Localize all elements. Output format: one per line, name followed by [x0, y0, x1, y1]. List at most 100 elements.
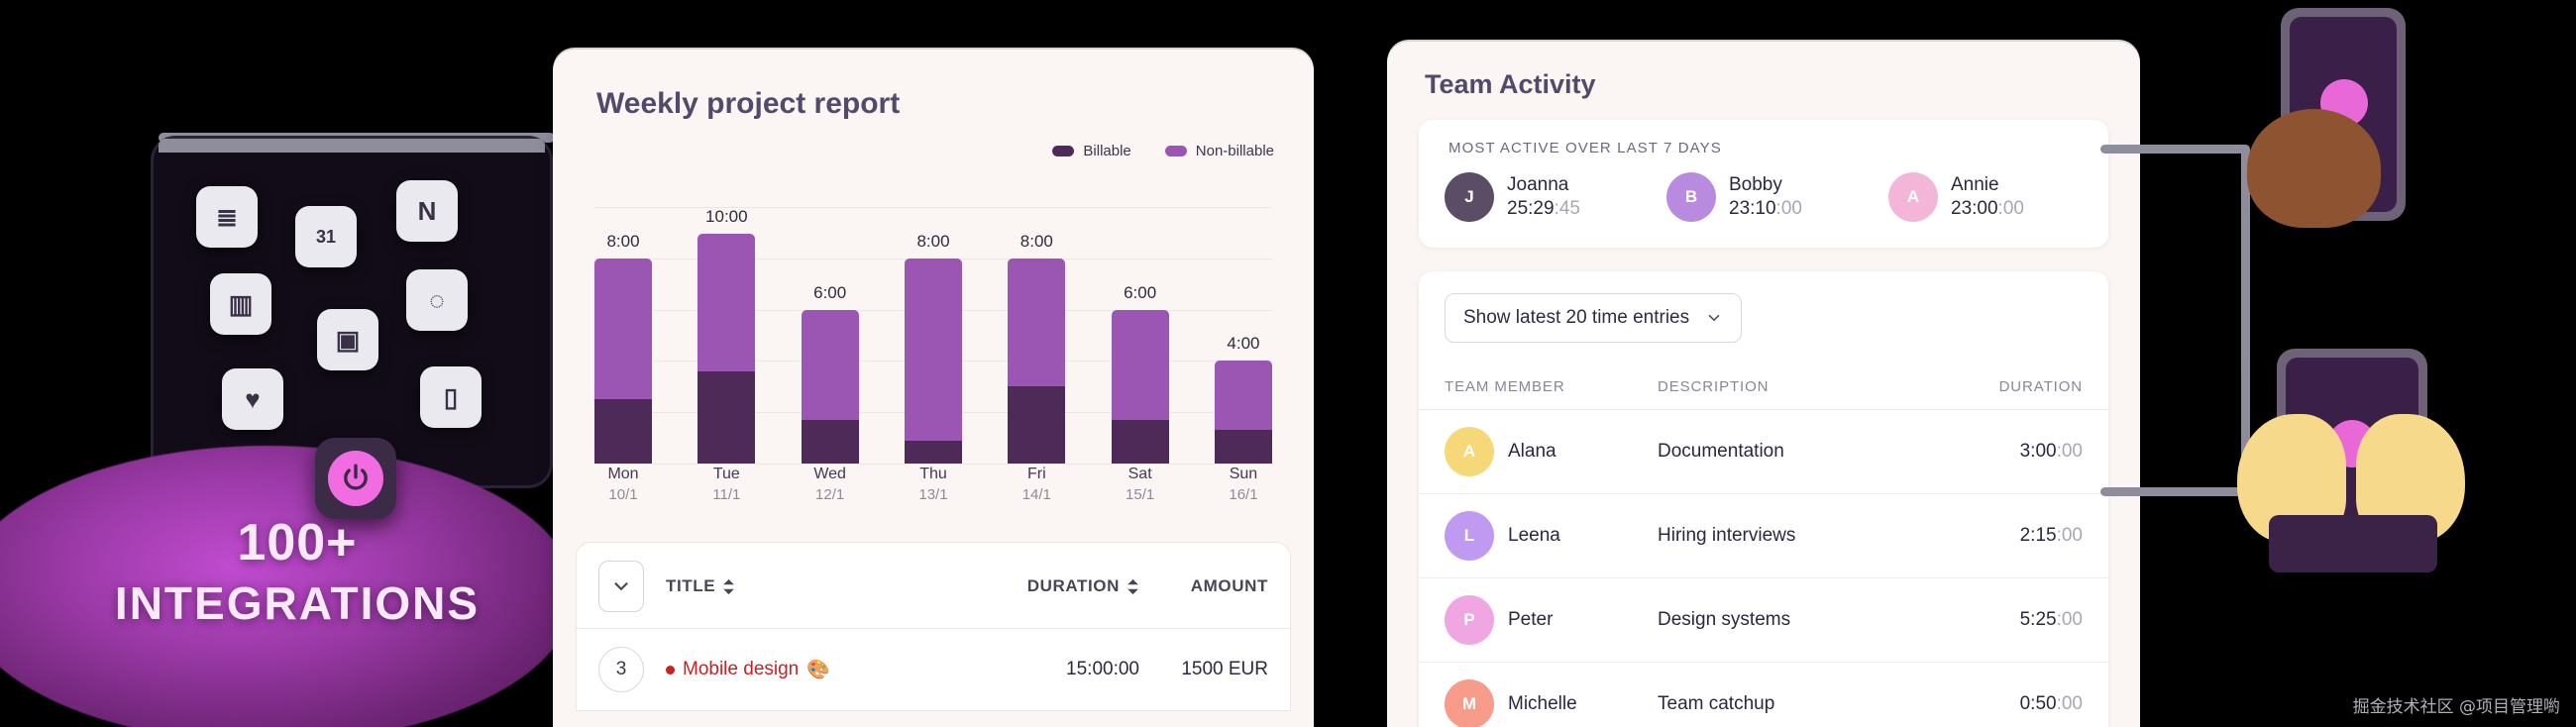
column-header-amount[interactable]: AMOUNT	[1139, 576, 1268, 596]
row-amount: 1500 EUR	[1181, 659, 1268, 679]
weekly-bar-chart: 8:00 10:00 6:00 8:00 8:00 6:00 4:00 Mon 10/1 Tue…	[594, 173, 1272, 515]
brand-badge[interactable]	[315, 438, 396, 519]
person-name: Annie	[1951, 174, 1999, 195]
x-axis-day: Mon	[607, 466, 639, 482]
entry-duration: 5:25:00	[2019, 609, 2083, 630]
avatar: L	[1445, 511, 1494, 561]
most-active-person[interactable]: A Annie 23:00:00	[1888, 172, 2083, 222]
column-header-team-member[interactable]: TEAM MEMBER	[1445, 378, 1565, 395]
person-total-time: 23:00:00	[1951, 198, 2024, 219]
legend-item-billable[interactable]: Billable	[1052, 143, 1131, 159]
time-entries-panel: Show latest 20 time entries TEAM MEMBER …	[1419, 271, 2108, 727]
chart-x-axis-labels: Mon 10/1 Tue 11/1 Wed 12/1 Thu 13/1 Fri 14/1 Sat 15…	[594, 466, 1272, 515]
entry-duration: 2:15:00	[2019, 525, 2083, 546]
table-row[interactable]: 3 Mobile design 🎨 15:00:00 1500 EUR	[577, 628, 1290, 710]
watermark: 掘金技术社区 @项目管理喲	[2352, 697, 2560, 717]
integrations-illustration: ≣ 31 N ▥ ▣ ◌ ♥ ▯ 100+ INTEGRATIONS	[0, 0, 594, 727]
person-total-time: 25:29:45	[1507, 198, 1580, 219]
list-item[interactable]: M Michelle Team catchup 0:50:00	[1419, 663, 2108, 727]
gridline	[594, 207, 1272, 208]
entry-member: P Peter	[1445, 595, 1658, 645]
table-header-row: TITLE DURATION AMOUNT	[577, 543, 1290, 628]
connector-wire-lower	[2100, 487, 2249, 496]
bar-column[interactable]: 8:00	[904, 207, 962, 464]
entry-member: M Michelle	[1445, 679, 1658, 727]
bar-column[interactable]: 10:00	[698, 207, 756, 464]
legend-item-non-billable[interactable]: Non-billable	[1164, 143, 1274, 159]
bar-stack[interactable]	[904, 258, 962, 464]
x-axis-label: Mon 10/1	[594, 466, 652, 515]
bar-segment-non-billable	[904, 258, 962, 441]
table-body: 3 Mobile design 🎨 15:00:00 1500 EUR	[577, 628, 1290, 710]
x-axis-date: 10/1	[608, 486, 638, 503]
chevron-down-icon	[614, 582, 628, 591]
list-item[interactable]: P Peter Design systems 5:25:00	[1419, 578, 2108, 663]
column-header-entry-duration[interactable]: DURATION	[1998, 378, 2083, 395]
most-active-person[interactable]: J Joanna 25:29:45	[1445, 172, 1639, 222]
cube-icon[interactable]: ▣	[317, 309, 378, 370]
row-title-label: Mobile design	[683, 659, 800, 679]
column-header-amount-label: AMOUNT	[1190, 576, 1268, 595]
bar-value-label: 8:00	[606, 231, 640, 251]
entries-header-row: TEAM MEMBER DESCRIPTION DURATION	[1419, 361, 2108, 410]
bar-stack[interactable]	[1214, 361, 1272, 464]
bar-segment-billable	[801, 419, 859, 464]
entry-member: A Alana	[1445, 427, 1658, 476]
bar-segment-billable	[1214, 430, 1272, 464]
x-axis-date: 16/1	[1229, 486, 1258, 503]
bar-column[interactable]: 6:00	[1111, 207, 1169, 464]
bar-column[interactable]: 8:00	[594, 207, 652, 464]
bar-segment-billable	[1008, 386, 1066, 464]
most-active-person[interactable]: B Bobby 23:10:00	[1666, 172, 1861, 222]
legend-swatch-non-billable	[1164, 146, 1187, 156]
status-dot-icon	[666, 665, 675, 675]
chart-bars: 8:00 10:00 6:00 8:00 8:00 6:00 4:00	[594, 207, 1272, 464]
list-item[interactable]: A Alana Documentation 3:00:00	[1419, 410, 2108, 494]
most-active-label: MOST ACTIVE OVER LAST 7 DAYS	[1449, 140, 1722, 156]
x-axis-label: Sat 15/1	[1112, 466, 1169, 515]
calendar-icon[interactable]: 31	[295, 206, 357, 267]
bar-stack[interactable]	[594, 258, 652, 464]
row-title[interactable]: Mobile design 🎨	[666, 658, 830, 681]
x-axis-date: 14/1	[1021, 486, 1051, 503]
bar-segment-billable	[1111, 419, 1169, 464]
weekly-report-card: Weekly project report Billable Non-billa…	[553, 50, 1314, 727]
bar-stack[interactable]	[801, 309, 859, 464]
entry-member-name: Alana	[1508, 441, 1556, 462]
legend-label-non-billable: Non-billable	[1195, 143, 1274, 159]
x-axis-label: Wed 12/1	[802, 466, 859, 515]
connector-wire-upper	[2100, 145, 2249, 154]
bar-column[interactable]: 8:00	[1008, 207, 1066, 464]
list-item[interactable]: L Leena Hiring interviews 2:15:00	[1419, 494, 2108, 578]
avatar: A	[1445, 427, 1494, 476]
entries-count-select[interactable]: Show latest 20 time entries	[1445, 293, 1743, 343]
phone-icon[interactable]: ▯	[420, 366, 482, 428]
person-name: Bobby	[1729, 174, 1782, 195]
row-count-badge[interactable]: 3	[598, 647, 644, 692]
integrations-text: 100+ INTEGRATIONS	[0, 513, 594, 630]
stack-icon[interactable]: ≣	[196, 186, 258, 248]
legend-swatch-billable	[1052, 146, 1075, 156]
entries-body: A Alana Documentation 3:00:00 L Leena Hiring i…	[1419, 410, 2108, 727]
bar-column[interactable]: 4:00	[1214, 207, 1272, 464]
column-header-description[interactable]: DESCRIPTION	[1658, 378, 1770, 395]
bar-stack[interactable]	[1111, 309, 1169, 464]
bar-segment-billable	[594, 399, 652, 464]
entry-member: L Leena	[1445, 511, 1658, 561]
bar-column[interactable]: 6:00	[801, 207, 859, 464]
column-header-title[interactable]: TITLE	[666, 576, 735, 596]
x-axis-day: Sat	[1127, 466, 1152, 482]
heart-icon[interactable]: ♥	[222, 368, 283, 430]
bar-value-label: 6:00	[1124, 282, 1157, 302]
bar-stack[interactable]	[1008, 258, 1066, 464]
x-axis-label: Sun 16/1	[1215, 466, 1272, 515]
chart-icon[interactable]: ▥	[210, 273, 271, 335]
expand-all-button[interactable]	[598, 561, 644, 612]
entry-description: Team catchup	[1658, 693, 1775, 714]
integrations-count: 100+	[237, 514, 358, 571]
cloud-icon[interactable]: ◌	[406, 269, 468, 331]
column-header-duration[interactable]: DURATION	[1027, 576, 1139, 596]
notion-icon[interactable]: N	[396, 180, 458, 242]
bar-stack[interactable]	[698, 234, 756, 464]
most-active-list: J Joanna 25:29:45 B Bobby 23:10:00 A Annie 23:00…	[1419, 156, 2108, 248]
